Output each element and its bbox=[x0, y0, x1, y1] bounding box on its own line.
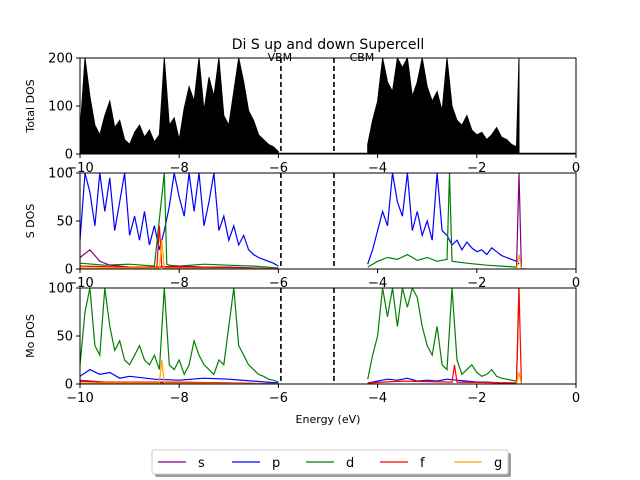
series-total-area-1 bbox=[367, 58, 520, 154]
axes-frame bbox=[79, 287, 577, 385]
y-axis-label: Mo DOS bbox=[24, 314, 37, 358]
y-tick-label: 100 bbox=[48, 100, 73, 115]
x-tick-label: −4 bbox=[368, 391, 387, 406]
x-tick-label: −2 bbox=[467, 161, 486, 176]
legend-label-f: f bbox=[420, 456, 425, 471]
legend-label-d: d bbox=[346, 456, 354, 471]
series-f-line-1 bbox=[367, 288, 522, 384]
x-tick-label: −6 bbox=[269, 391, 288, 406]
legend-label-s: s bbox=[198, 456, 205, 471]
series-d-line-1 bbox=[367, 288, 520, 382]
x-tick-label: −4 bbox=[368, 276, 387, 291]
x-tick-label: −8 bbox=[170, 161, 189, 176]
series-g-line-1 bbox=[515, 372, 522, 384]
x-tick-label: 0 bbox=[572, 276, 580, 291]
x-tick-label: −8 bbox=[170, 391, 189, 406]
x-tick-label: −10 bbox=[66, 391, 93, 406]
chart-title: Di S up and down Supercell bbox=[232, 37, 424, 53]
series-s-line-1 bbox=[515, 173, 527, 269]
panel-3: 0 50 100 −10 −8 −6 −4 −2 0 Mo DOS bbox=[24, 282, 580, 407]
series-d-line-0 bbox=[80, 173, 279, 269]
series-g-line-0 bbox=[80, 240, 279, 269]
x-tick-label: −4 bbox=[368, 161, 387, 176]
axes-frame bbox=[79, 172, 577, 270]
x-tick-label: −6 bbox=[269, 161, 288, 176]
y-axis-label: Total DOS bbox=[24, 79, 37, 133]
legend-label-g: g bbox=[494, 456, 502, 471]
y-tick-label: 50 bbox=[56, 215, 73, 230]
y-tick-label: 100 bbox=[48, 167, 73, 182]
series-p-line-0 bbox=[80, 368, 279, 384]
x-tick-label: −10 bbox=[66, 276, 93, 291]
y-tick-label: 50 bbox=[56, 330, 73, 345]
y-axis-label: S DOS bbox=[24, 204, 37, 239]
x-tick-label: −10 bbox=[66, 161, 93, 176]
series-total-area-0 bbox=[80, 58, 279, 154]
series-f-line-0 bbox=[80, 225, 279, 269]
x-tick-label: −2 bbox=[467, 276, 486, 291]
y-tick-label: 0 bbox=[65, 148, 73, 163]
y-tick-label: 200 bbox=[48, 52, 73, 67]
y-tick-label: 100 bbox=[48, 282, 73, 297]
x-tick-label: 0 bbox=[572, 391, 580, 406]
y-tick-label: 0 bbox=[65, 263, 73, 278]
cbm-label: CBM bbox=[350, 51, 375, 64]
panel-1: 0 100 200 −10 −8 −6 −4 −2 0 Total DOS VBM CBM bbox=[24, 51, 580, 176]
vbm-label: VBM bbox=[268, 51, 293, 64]
y-tick-label: 0 bbox=[65, 378, 73, 393]
series-d-line-0 bbox=[80, 288, 279, 383]
series-g-line-0 bbox=[80, 359, 279, 384]
legend-label-p: p bbox=[272, 456, 280, 471]
series-p-line-1 bbox=[367, 173, 520, 265]
x-axis-label: Energy (eV) bbox=[296, 413, 361, 426]
x-tick-label: −8 bbox=[170, 276, 189, 291]
series-d-line-1 bbox=[367, 173, 517, 268]
series-g-line-1 bbox=[515, 254, 522, 269]
x-tick-label: 0 bbox=[572, 161, 580, 176]
series-p-line-0 bbox=[80, 173, 279, 267]
panel-2: 0 50 100 −10 −8 −6 −4 −2 0 S DOS bbox=[24, 167, 580, 292]
x-tick-label: −2 bbox=[467, 391, 486, 406]
x-tick-label: −6 bbox=[269, 276, 288, 291]
